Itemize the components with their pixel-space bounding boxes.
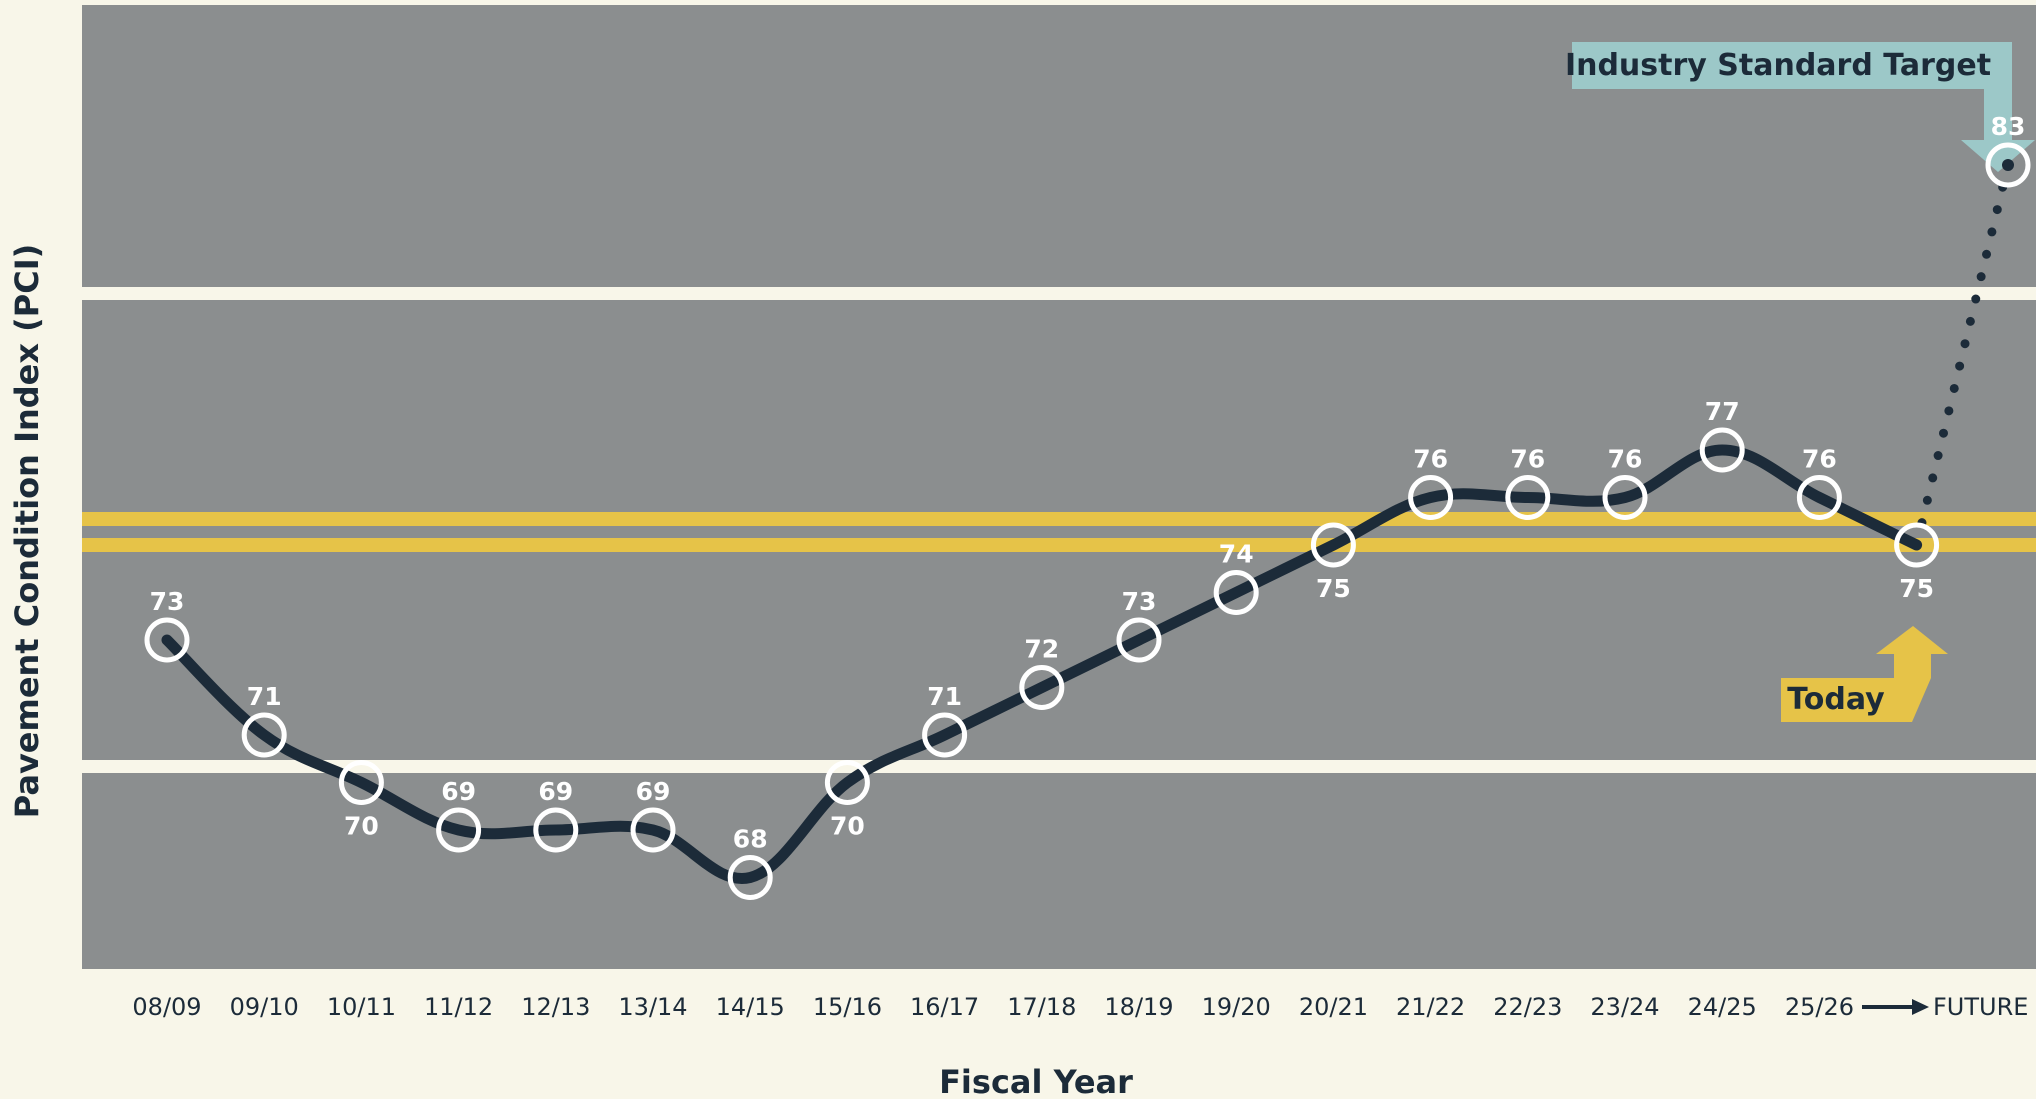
data-label: 77 [1705,397,1740,426]
industry-target-callout: Industry Standard Target [1565,42,2035,172]
data-point-marker [824,760,870,805]
data-label: 75 [1316,574,1351,603]
today-label: Today [1787,682,1885,717]
data-point-marker [1505,475,1551,520]
x-tick-label: 19/20 [1202,993,1271,1021]
data-label: 70 [830,812,865,841]
x-tick-label: 16/17 [910,993,979,1021]
data-point-marker [630,807,676,853]
x-tick-label: 23/24 [1590,993,1659,1021]
x-axis-title: Fiscal Year [939,1063,1133,1099]
data-label: 69 [538,777,573,806]
future-arrow-icon [1912,999,1929,1015]
data-point-marker [436,807,482,853]
x-tick-label: 18/19 [1104,993,1173,1021]
data-point-marker [922,712,968,758]
data-label: 73 [1122,587,1157,616]
data-point-marker [338,760,384,805]
data-points [144,142,2031,900]
x-tick-label: 08/09 [132,993,201,1021]
data-point-marker [1310,522,1356,568]
data-label: 69 [441,777,476,806]
target-label: Industry Standard Target [1565,48,1991,83]
data-label: 76 [1608,445,1643,474]
future-label: FUTURE [1933,993,2028,1021]
x-tick-label: 20/21 [1299,993,1368,1021]
today-arrow-icon [1876,626,1948,722]
data-label: 76 [1510,445,1545,474]
data-label: 83 [1991,112,2026,141]
data-label: 75 [1899,574,1934,603]
data-label: 74 [1219,540,1254,569]
data-point-marker [1116,617,1162,663]
x-tick-label: 13/14 [618,993,687,1021]
data-point-marker [144,617,190,663]
data-point-marker [1894,522,1940,568]
data-point-marker [1213,570,1259,615]
x-tick-label: 11/12 [424,993,493,1021]
road-white-line-top [82,287,2036,300]
data-label: 70 [344,812,379,841]
x-tick-label: 17/18 [1007,993,1076,1021]
projection-point-marker [1985,142,2031,188]
data-point-marker [533,807,579,853]
data-label: 68 [733,825,768,854]
data-label: 69 [636,777,671,806]
data-point-marker [1602,475,1648,520]
x-tick-label: 10/11 [327,993,396,1021]
data-point-marker [727,855,773,900]
today-callout: Today [1781,626,1948,722]
data-label: 71 [247,682,282,711]
data-label: 72 [1024,635,1059,664]
data-labels: 73 71 70 69 69 69 68 70 71 72 73 74 75 76 76 76 77 76 75 83 [150,112,2026,854]
road-yellow-line-1 [82,512,2036,526]
road-white-line-bottom [82,760,2036,773]
pci-projection-line [1912,160,2013,550]
y-axis-title: Pavement Condition Index (PCI) [8,244,46,818]
data-point-marker [1796,475,1842,520]
projection-point-center [2002,159,2014,171]
data-label: 71 [927,682,962,711]
x-axis-ticks: 08/09 09/10 10/11 11/12 12/13 13/14 14/15 15/16… [132,993,1854,1021]
x-tick-label: 21/22 [1396,993,1465,1021]
data-point-marker [1019,665,1065,710]
x-tick-label: 25/26 [1785,993,1854,1021]
x-tick-label: 14/15 [716,993,785,1021]
x-tick-label: 15/16 [813,993,882,1021]
x-tick-label: 24/25 [1688,993,1757,1021]
data-point-marker [1699,427,1745,473]
road-yellow-line-2 [82,538,2036,552]
data-label: 76 [1413,445,1448,474]
data-point-marker [1408,475,1454,520]
data-label: 73 [150,587,185,616]
x-tick-label: 22/23 [1493,993,1562,1021]
pci-series-line [161,444,1923,884]
x-tick-label: 09/10 [230,993,299,1021]
target-arrow-icon [1961,42,2035,172]
data-label: 76 [1802,445,1837,474]
target-label-box [1572,42,1984,89]
future-marker: FUTURE [1862,993,2028,1021]
x-tick-label: 12/13 [521,993,590,1021]
data-point-marker [241,712,287,758]
today-label-box [1781,678,1894,722]
